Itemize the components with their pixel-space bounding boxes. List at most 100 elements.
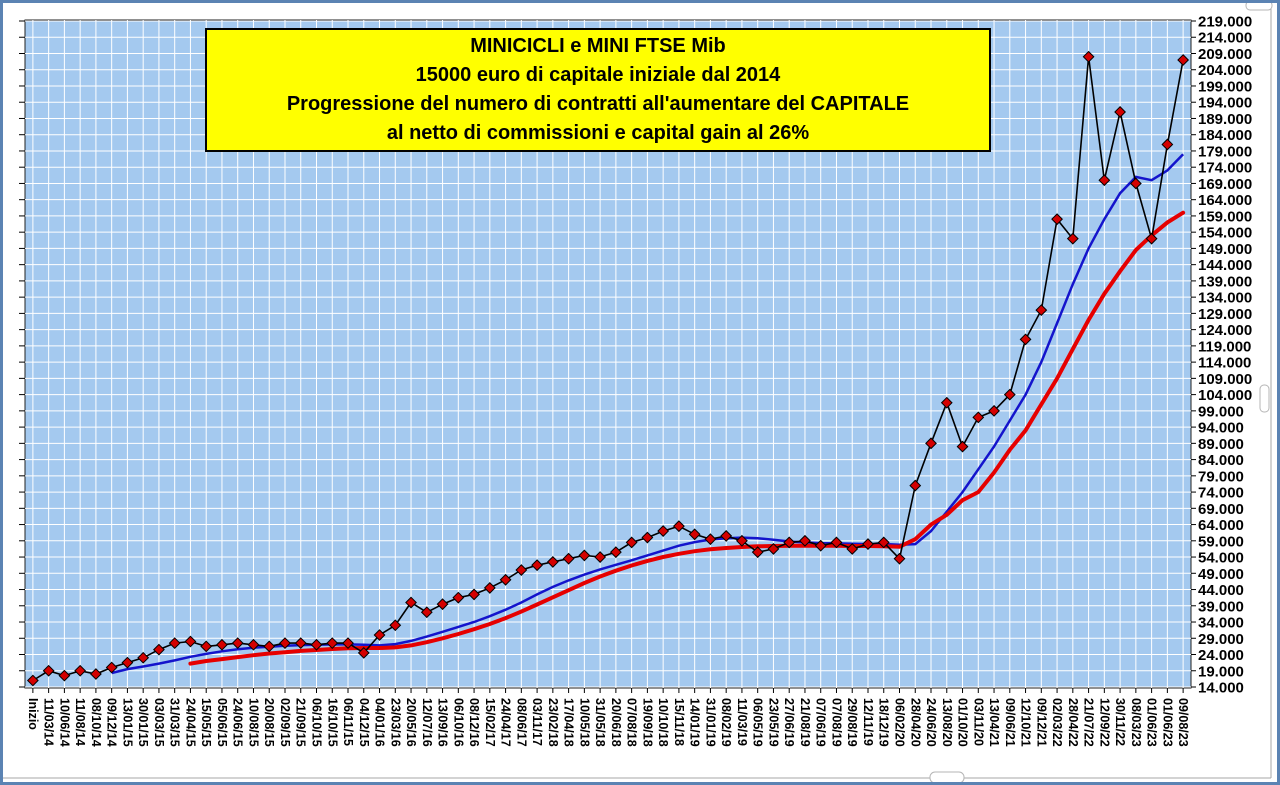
y-axis-label: 54.000 [1198,550,1244,567]
data-point-marker [1066,232,1079,245]
x-axis-label: 09/12/21 [1034,698,1048,747]
y-axis-label: 199.000 [1198,78,1252,95]
data-point-marker [672,520,685,533]
chart-title-line-3: Progressione del numero di contratti all… [286,93,910,115]
data-point-marker [893,552,906,565]
y-axis-label: 44.000 [1198,582,1244,599]
data-point-marker [310,638,323,651]
x-axis-label: 21/08/19 [798,698,812,747]
x-axis-label: 11/08/14 [73,698,87,746]
data-point-marker [231,637,244,650]
x-axis-label: 02/09/15 [278,698,292,747]
data-point-marker [1145,232,1158,245]
y-axis-label: 154.000 [1198,225,1252,242]
x-axis-label: 23/02/18 [546,698,560,747]
y-axis-label: 49.000 [1198,566,1244,583]
data-point-marker [357,646,370,659]
data-point-marker [988,404,1000,417]
x-axis-label: 01/06/23 [1145,698,1159,747]
x-axis-label: 10/05/18 [577,698,591,747]
data-point-marker [1098,174,1111,187]
data-point-marker [326,637,339,650]
data-point-marker [184,635,197,648]
y-axis-label: 94.000 [1198,420,1244,437]
y-axis-label: 119.000 [1198,338,1251,355]
horizontal-scrollbar-thumb[interactable] [929,771,965,784]
x-axis-label: 09/12/14 [105,698,119,747]
y-axis-label: 34.000 [1198,615,1244,632]
y-axis-label: 209.000 [1198,46,1252,63]
data-point-marker [1177,54,1190,66]
x-axis-label: 21/09/15 [294,698,308,747]
x-axis-label: 08/12/16 [467,698,481,747]
x-axis-label: 10/10/18 [656,698,670,747]
y-axis-label: 74.000 [1198,485,1244,502]
data-point-marker [657,525,670,537]
data-point-marker [956,440,969,453]
x-axis-label: 30/01/15 [136,698,150,747]
x-axis-label: 24/04/15 [183,698,197,747]
x-axis-label: Inizio [26,698,40,730]
x-axis-label: 03/11/17 [530,698,544,746]
data-point-marker [767,543,780,555]
data-point-marker [720,530,733,542]
data-point-marker [1003,388,1016,401]
x-axis-label: 31/03/15 [168,698,182,747]
x-axis-label: 24/06/20 [924,698,938,747]
y-axis-label: 204.000 [1198,62,1252,79]
y-axis-label: 39.000 [1198,598,1244,615]
ma-fast-line [111,153,1184,675]
x-axis-label: 06/11/15 [341,698,355,746]
data-point-marker [562,552,575,565]
x-axis-label: 27/06/19 [782,698,796,747]
y-axis-label: 144.000 [1198,257,1252,274]
x-axis-label: 03/03/15 [152,698,166,747]
y-axis-label: 24.000 [1198,647,1244,664]
x-axis-label: 23/05/19 [766,698,780,747]
data-point-marker [704,533,717,546]
x-axis-label: 18/12/19 [877,698,891,747]
data-point-marker [216,638,228,651]
y-axis-label: 134.000 [1198,290,1252,307]
x-axis-label: 04/01/16 [373,698,387,747]
data-point-marker [830,536,843,549]
y-axis-label: 79.000 [1198,468,1244,485]
y-axis-label: 59.000 [1198,533,1244,550]
data-point-marker [294,637,307,650]
data-point-marker [58,669,71,682]
y-axis-label: 84.000 [1198,452,1244,469]
data-point-marker [877,536,890,549]
data-point-marker [972,411,985,424]
y-axis-label: 169.000 [1198,176,1252,193]
data-point-marker [279,637,291,650]
data-point-marker [168,637,181,650]
y-axis-label: 109.000 [1198,371,1252,388]
x-axis-label: 06/02/20 [893,698,907,747]
data-point-marker [531,559,544,572]
x-axis-label: 03/11/20 [971,698,985,746]
x-axis-label: 31/05/18 [593,698,607,747]
x-axis-label: 02/03/22 [1050,698,1064,747]
data-point-marker [814,539,827,552]
x-axis-label: 12/10/21 [1019,698,1033,747]
chart-title-box: MINICICLI e MINI FTSE Mib 15000 euro di … [205,28,991,152]
data-point-marker [499,573,512,586]
y-axis-label: 124.000 [1198,322,1252,339]
data-point-marker [121,656,134,669]
x-axis-label: 06/05/19 [751,698,765,747]
y-axis-label: 149.000 [1198,241,1252,258]
data-point-marker [105,661,118,674]
x-axis-label: 23/03/16 [388,698,402,747]
y-axis-label: 174.000 [1198,160,1252,177]
y-axis-label: 189.000 [1198,111,1252,128]
data-point-marker [483,582,496,594]
y-axis-label: 159.000 [1198,208,1252,225]
data-point-marker [1035,304,1048,317]
data-point-marker [799,534,811,547]
vertical-scrollbar-thumb[interactable] [1259,384,1270,413]
x-axis-label: 08/03/23 [1129,698,1143,747]
y-axis-label: 194.000 [1198,95,1252,112]
chart-title-line-2: 15000 euro di capitale iniziale dal 2014 [415,64,781,86]
x-axis-label: 05/06/15 [215,698,229,747]
x-axis-label: 15/02/17 [483,698,497,747]
